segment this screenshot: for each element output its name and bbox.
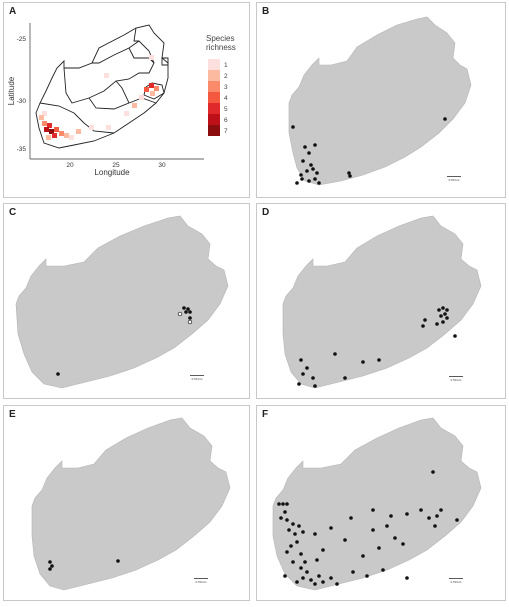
panel-c: C 0 50 km [3,203,250,399]
scale-bar-label: 0 50 km [451,580,462,584]
scale-bar-label: 0 50 km [196,580,207,584]
occurrence-points-open [177,311,193,325]
legend-title: Species [206,34,234,43]
occurrence-map: 0 50 km [288,16,472,186]
occurrence-map: 0 50 km [282,215,482,389]
scale-bar [194,578,208,579]
x-axis-label: Longitude [94,168,130,177]
legend: 1 2 3 4 5 6 7 [208,59,228,136]
panel-d: D 0 50 km [256,203,506,399]
scale-bar-label: 0 50 km [451,378,462,382]
panel-label: C [9,207,17,218]
scale-bar-label: 0 50 km [192,377,203,381]
y-axis-label: Latitude [7,76,16,105]
scale-bar [449,376,463,377]
panel-f: F 0 50 km [256,405,506,601]
y-tick: -30 [17,98,27,105]
occurrence-points [48,559,120,571]
panel-label: A [9,6,17,17]
panel-label: F [262,409,269,420]
richness-map: -25 -30 -35 20 25 30 Longitude Latitude … [7,23,236,177]
land-shape [282,215,482,389]
scale-bar-label: 0 50 km [449,178,460,182]
legend-swatch [208,59,220,70]
legend-title: richness [206,43,236,52]
panel-label: E [9,409,16,420]
occurrence-map: 0 50 km [15,215,229,389]
x-tick: 30 [158,162,166,169]
scale-bar [447,176,461,177]
occurrence-map: 0 50 km [31,417,231,591]
legend-swatch [208,92,220,103]
occurrence-points [56,306,192,376]
legend-value: 2 [224,73,228,80]
panel-a: A [3,2,250,198]
y-tick: -35 [17,146,27,153]
legend-value: 6 [224,117,228,124]
legend-swatch [208,70,220,81]
richness-cells [39,55,159,140]
occurrence-points [277,470,459,586]
legend-swatch [208,125,220,136]
legend-swatch [208,103,220,114]
panel-label: B [262,6,270,17]
x-tick: 25 [112,162,120,169]
land-shape [272,417,482,591]
y-tick: -25 [17,36,27,43]
scale-bar [190,375,204,376]
x-tick: 20 [66,162,74,169]
land-shape [288,16,472,186]
land-shape [15,215,229,389]
occurrence-points [291,117,447,185]
land-shape [31,417,231,591]
panel-e: E 0 50 km [3,405,250,601]
occurrence-map: 0 50 km [272,417,482,591]
legend-swatch [208,81,220,92]
legend-value: 4 [224,95,228,102]
panel-b: B 0 50 km [256,2,506,198]
legend-value: 7 [224,128,228,135]
scale-bar [449,578,463,579]
panel-label: D [262,207,270,218]
occurrence-points [297,306,457,388]
legend-value: 1 [224,62,228,69]
legend-value: 3 [224,84,228,91]
legend-value: 5 [224,106,228,113]
legend-swatch [208,114,220,125]
